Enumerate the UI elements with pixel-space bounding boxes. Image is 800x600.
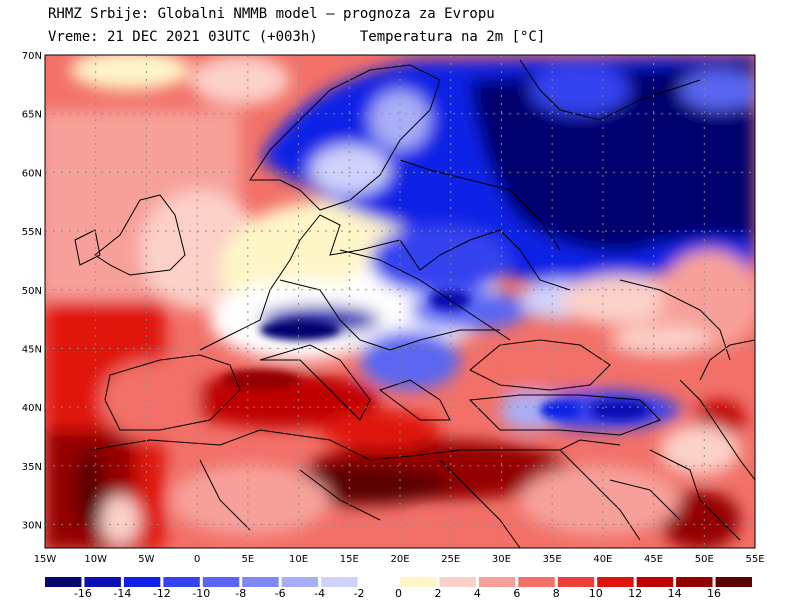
colorbar-swatch <box>202 577 240 587</box>
colorbar-swatch <box>123 577 161 587</box>
colorbar-label: 2 <box>434 587 441 600</box>
lon-label: 5W <box>138 554 154 565</box>
lat-label: 60N <box>22 168 42 179</box>
latitude-labels: 70N 65N 60N 55N 50N 45N 40N 35N 30N <box>22 51 42 532</box>
colorbar-swatch <box>360 577 397 587</box>
colorbar-label: 6 <box>513 587 520 600</box>
colorbar-label: 10 <box>589 587 603 600</box>
lat-label: 35N <box>22 462 42 473</box>
lon-label: 5E <box>242 554 255 565</box>
colorbar-swatch <box>597 577 634 587</box>
lat-label: 55N <box>22 227 42 238</box>
colorbar-labels: -16 -14 -12 -10 -8 -6 -4 -2 0 2 4 6 8 10 12 14 16 <box>74 587 721 600</box>
lat-label: 30N <box>22 521 42 532</box>
colorbar-swatch <box>84 577 121 587</box>
lon-label: 25E <box>441 554 460 565</box>
lat-label: 45N <box>22 344 42 355</box>
colorbar-label: -10 <box>192 587 210 600</box>
colorbar-swatch <box>439 577 476 587</box>
temperature-field <box>45 55 755 548</box>
coastlines <box>74 59 755 548</box>
colorbar-label: -14 <box>113 587 131 600</box>
colorbar-label: -12 <box>153 587 171 600</box>
colorbar-swatch <box>321 577 358 587</box>
lat-label: 50N <box>22 286 42 297</box>
colorbar-label: 14 <box>668 587 682 600</box>
colorbar-swatch <box>163 577 200 587</box>
colorbar-label: 8 <box>553 587 560 600</box>
lon-label: 55E <box>745 554 764 565</box>
colorbar-swatch <box>400 577 437 587</box>
colorbar-swatch <box>242 577 279 587</box>
colorbar-label: -8 <box>235 587 246 600</box>
colorbar-swatch <box>281 577 319 587</box>
lon-label: 20E <box>390 554 409 565</box>
colorbar-label: 0 <box>395 587 402 600</box>
colorbar-swatch <box>45 577 82 587</box>
lon-label: 10E <box>289 554 308 565</box>
lon-label: 30E <box>492 554 511 565</box>
colorbar <box>45 577 752 587</box>
lon-label: 50E <box>695 554 714 565</box>
lon-label: 45E <box>644 554 663 565</box>
lon-label: 15E <box>340 554 359 565</box>
colorbar-swatch <box>518 577 555 587</box>
map-subtitle: Vreme: 21 DEC 2021 03UTC (+003h) Tempera… <box>48 29 546 45</box>
colorbar-swatch <box>557 577 595 587</box>
longitude-labels: 15W 10W 5W 0 5E 10E 15E 20E 25E 30E 35E 40E 45E 50E 55… <box>34 554 765 565</box>
colorbar-swatch <box>676 577 713 587</box>
lat-label: 70N <box>22 51 42 62</box>
lon-label: 35E <box>543 554 562 565</box>
colorbar-swatch <box>636 577 674 587</box>
colorbar-label: 12 <box>628 587 642 600</box>
map-frame <box>44 54 756 549</box>
map-title: RHMZ Srbije: Globalni NMMB model — progn… <box>48 6 495 22</box>
colorbar-label: -6 <box>275 587 286 600</box>
colorbar-label: 16 <box>707 587 721 600</box>
lat-label: 65N <box>22 110 42 121</box>
lon-label: 0 <box>194 554 200 565</box>
colorbar-label: -4 <box>314 587 325 600</box>
lon-label: 40E <box>593 554 612 565</box>
colorbar-label: -2 <box>354 587 365 600</box>
colorbar-label: -16 <box>74 587 92 600</box>
lon-label: 15W <box>34 554 57 565</box>
lon-label: 10W <box>84 554 107 565</box>
colorbar-label: 4 <box>474 587 481 600</box>
lat-label: 40N <box>22 403 42 414</box>
colorbar-swatch <box>715 577 752 587</box>
colorbar-swatch <box>478 577 516 587</box>
